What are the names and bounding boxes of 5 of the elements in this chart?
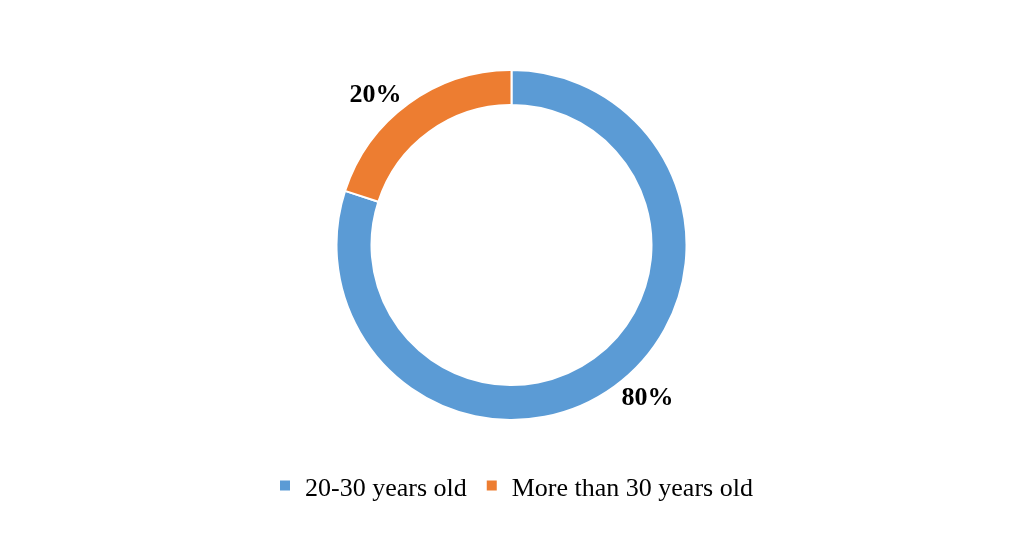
- legend-label: More than 30 years old: [511, 472, 753, 502]
- data-label: 20%: [349, 79, 402, 109]
- legend-label: 20-30 years old: [305, 472, 467, 502]
- donut-slice: [335, 69, 688, 421]
- data-label: 80%: [621, 381, 674, 411]
